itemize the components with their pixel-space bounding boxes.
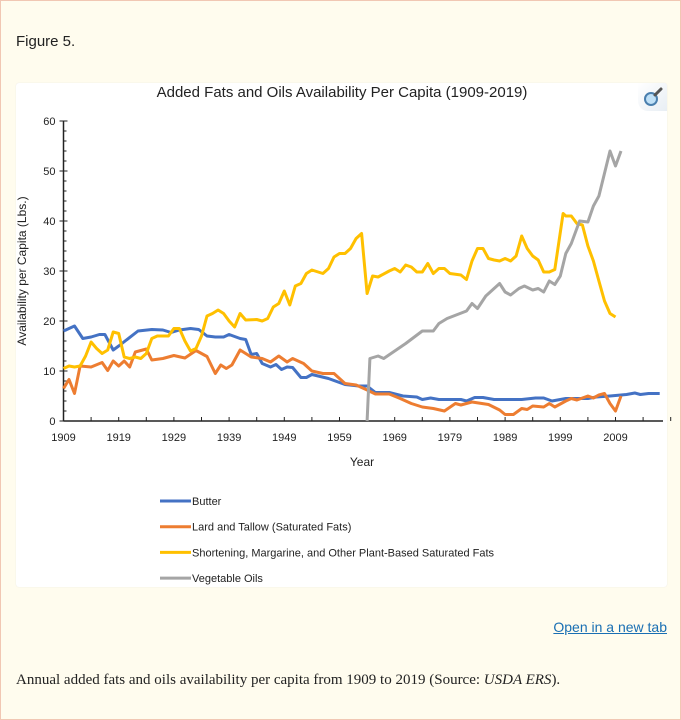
- y-tick-label: 60: [43, 116, 55, 128]
- series-line-1: [62, 347, 623, 416]
- chart-title: Added Fats and Oils Availability Per Cap…: [157, 84, 528, 101]
- y-tick-label: 0: [49, 416, 55, 428]
- chart-card: [16, 83, 667, 587]
- magnifier-icon: [644, 87, 663, 106]
- figure-caption: Annual added fats and oils availability …: [16, 672, 560, 689]
- caption-text: Annual added fats and oils availability …: [16, 672, 484, 688]
- x-axis-label: Year: [350, 455, 374, 469]
- legend-label-0: Butter: [192, 496, 222, 508]
- x-tick-label: 1989: [493, 432, 517, 444]
- series-line-2: [62, 212, 617, 370]
- x-tick-label: 1959: [327, 432, 351, 444]
- y-tick-label: 40: [43, 216, 55, 228]
- x-tick-label: 1939: [217, 432, 241, 444]
- caption-end: ).: [551, 672, 561, 688]
- legend-label-1: Lard and Tallow (Saturated Fats): [192, 522, 351, 534]
- x-tick-label: 2009: [603, 432, 627, 444]
- figure-label: Figure 5.: [16, 33, 76, 50]
- series-line-3: [365, 149, 623, 422]
- x-tick-label: 1999: [548, 432, 572, 444]
- x-tick-label: 1969: [382, 432, 406, 444]
- y-axis-label: Availability per Capita (Lbs.): [15, 196, 29, 345]
- y-tick-label: 10: [43, 366, 55, 378]
- open-in-new-tab-link[interactable]: Open in a new tab: [553, 619, 667, 635]
- x-tick-label: 1979: [438, 432, 462, 444]
- x-tick-label: 1929: [162, 432, 186, 444]
- x-tick-label: 1949: [272, 432, 296, 444]
- zoom-button[interactable]: [638, 83, 667, 111]
- y-tick-label: 20: [43, 316, 55, 328]
- y-tick-label: 50: [43, 166, 55, 178]
- y-tick-label: 30: [43, 266, 55, 278]
- caption-source: USDA ERS: [483, 672, 552, 688]
- x-tick-label: 1909: [51, 432, 75, 444]
- x-tick-label: 1919: [106, 432, 130, 444]
- series-line-0: [62, 324, 660, 403]
- legend-label-3: Vegetable Oils: [192, 573, 263, 585]
- legend-label-2: Shortening, Margarine, and Other Plant-B…: [192, 547, 495, 559]
